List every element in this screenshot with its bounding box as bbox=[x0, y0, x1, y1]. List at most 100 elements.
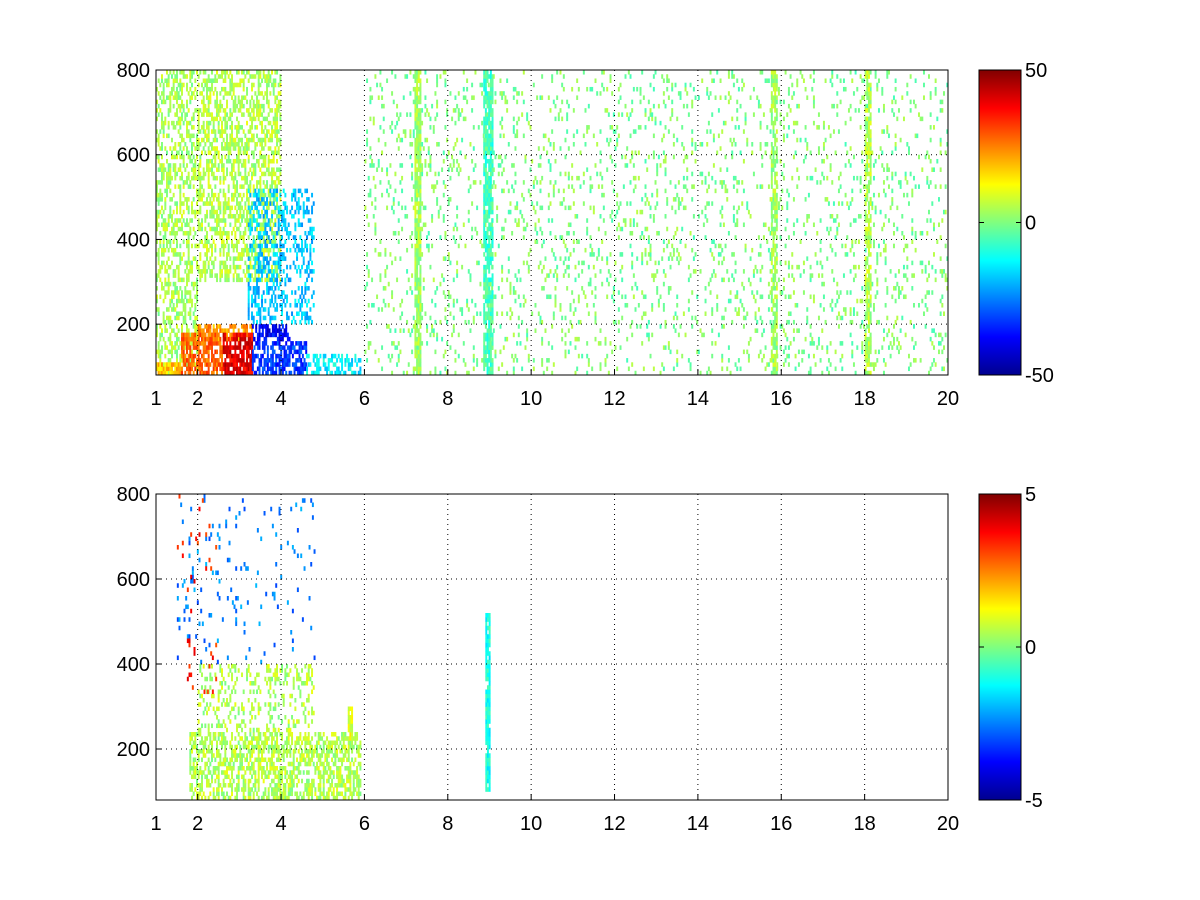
top-heatmap-cell bbox=[539, 205, 542, 211]
top-heatmap-cell bbox=[176, 74, 178, 79]
top-heatmap-cell bbox=[254, 243, 257, 249]
top-heatmap-cell bbox=[454, 370, 457, 376]
top-heatmap-cell bbox=[251, 345, 254, 350]
top-heatmap-cell bbox=[157, 341, 160, 346]
top-heatmap-cell bbox=[677, 201, 680, 206]
top-heatmap-cell bbox=[276, 167, 279, 172]
top-heatmap-cell bbox=[162, 311, 165, 316]
top-heatmap-cell bbox=[222, 341, 225, 346]
top-heatmap-cell bbox=[246, 70, 249, 75]
top-heatmap-cell bbox=[256, 99, 259, 105]
top-heatmap-cell bbox=[541, 230, 544, 236]
top-heatmap-cell bbox=[436, 336, 439, 342]
top-heatmap-cell bbox=[524, 345, 527, 350]
top-heatmap-cell bbox=[207, 370, 210, 376]
top-heatmap-cell bbox=[234, 146, 237, 151]
top-heatmap-cell bbox=[651, 307, 654, 312]
top-heatmap-cell bbox=[189, 341, 192, 346]
top-heatmap-cell bbox=[182, 341, 185, 346]
top-heatmap-cell bbox=[265, 336, 268, 342]
top-heatmap-cell bbox=[514, 86, 517, 92]
top-heatmap-cell bbox=[499, 120, 502, 126]
top-heatmap-cell bbox=[749, 336, 752, 342]
top-heatmap-cell bbox=[191, 281, 193, 287]
top-heatmap-cell bbox=[264, 171, 267, 177]
top-heatmap-cell bbox=[676, 192, 679, 198]
top-heatmap-cell bbox=[512, 370, 515, 376]
top-heatmap-cell bbox=[264, 78, 267, 84]
top-heatmap-cell bbox=[259, 103, 262, 109]
top-heatmap-cell bbox=[284, 239, 287, 244]
top-heatmap-cell bbox=[201, 112, 203, 117]
top-heatmap-cell bbox=[716, 150, 719, 156]
top-heatmap-cell bbox=[242, 366, 245, 372]
top-heatmap-cell bbox=[717, 243, 720, 249]
top-heatmap-cell bbox=[199, 205, 202, 211]
top-heatmap-cell bbox=[514, 298, 517, 304]
top-heatmap-cell bbox=[746, 311, 749, 316]
top-heatmap-cell bbox=[269, 133, 272, 139]
top-heatmap-cell bbox=[662, 158, 665, 164]
top-heatmap-cell bbox=[477, 260, 480, 266]
top-heatmap-cell bbox=[194, 315, 197, 321]
top-heatmap-cell bbox=[269, 298, 272, 304]
top-heatmap-cell bbox=[282, 222, 285, 228]
top-heatmap-cell bbox=[501, 311, 504, 316]
top-heatmap-cell bbox=[206, 324, 208, 329]
top-heatmap-cell bbox=[184, 358, 187, 363]
top-heatmap-cell bbox=[217, 129, 220, 134]
top-heatmap-cell bbox=[424, 311, 427, 316]
top-heatmap-cell bbox=[566, 129, 569, 134]
top-heatmap-cell bbox=[306, 188, 309, 194]
top-heatmap-cell bbox=[591, 86, 594, 92]
top-heatmap-cell bbox=[176, 209, 178, 215]
top-heatmap-cell bbox=[306, 286, 309, 291]
top-heatmap-cell bbox=[256, 353, 259, 359]
top-heatmap-cell bbox=[236, 201, 238, 206]
top-heatmap-cell bbox=[196, 370, 198, 376]
top-heatmap-cell bbox=[226, 341, 228, 346]
top-heatmap-cell bbox=[671, 99, 674, 105]
top-heatmap-cell bbox=[484, 222, 487, 228]
top-heatmap-cell bbox=[176, 290, 178, 295]
top-heatmap-cell bbox=[264, 307, 267, 312]
top-heatmap-cell bbox=[212, 205, 215, 211]
top-heatmap-cell bbox=[244, 201, 247, 206]
top-heatmap-cell bbox=[271, 286, 274, 291]
top-heatmap-cell bbox=[184, 353, 187, 359]
top-heatmap-cell bbox=[686, 103, 689, 109]
top-heatmap-cell bbox=[709, 370, 712, 376]
top-heatmap-cell bbox=[269, 146, 272, 151]
top-heatmap-cell bbox=[236, 370, 238, 376]
top-heatmap-cell bbox=[207, 74, 210, 79]
top-heatmap-cell bbox=[262, 201, 265, 206]
top-heatmap-cell bbox=[667, 95, 670, 100]
top-heatmap-cell bbox=[351, 358, 354, 363]
top-heatmap-cell bbox=[234, 256, 237, 261]
top-heatmap-cell bbox=[239, 108, 242, 113]
top-heatmap-cell bbox=[242, 86, 245, 92]
top-heatmap-cell bbox=[219, 362, 222, 367]
top-heatmap-cell bbox=[159, 294, 162, 300]
top-heatmap-cell bbox=[236, 180, 238, 185]
top-heatmap-cell bbox=[672, 324, 675, 329]
top-heatmap-cell bbox=[532, 180, 535, 185]
top-heatmap-cell bbox=[624, 218, 627, 223]
top-heatmap-cell bbox=[642, 311, 645, 316]
top-heatmap-cell bbox=[176, 120, 178, 126]
top-heatmap-cell bbox=[644, 247, 647, 253]
top-heatmap-cell bbox=[222, 175, 225, 181]
top-heatmap-cell bbox=[236, 103, 238, 109]
top-heatmap-cell bbox=[529, 167, 532, 172]
top-heatmap-cell bbox=[186, 358, 188, 363]
top-heatmap-cell bbox=[461, 108, 464, 113]
top-heatmap-cells bbox=[156, 70, 949, 376]
top-heatmap-cell bbox=[339, 370, 342, 376]
top-heatmap-cell bbox=[209, 332, 212, 338]
top-heatmap-cell bbox=[202, 328, 205, 333]
top-heatmap-cell bbox=[157, 256, 160, 261]
top-heatmap-cell bbox=[384, 252, 387, 257]
top-heatmap-cell bbox=[202, 201, 205, 206]
top-heatmap-cell bbox=[156, 180, 158, 185]
top-heatmap-cell bbox=[274, 218, 277, 223]
